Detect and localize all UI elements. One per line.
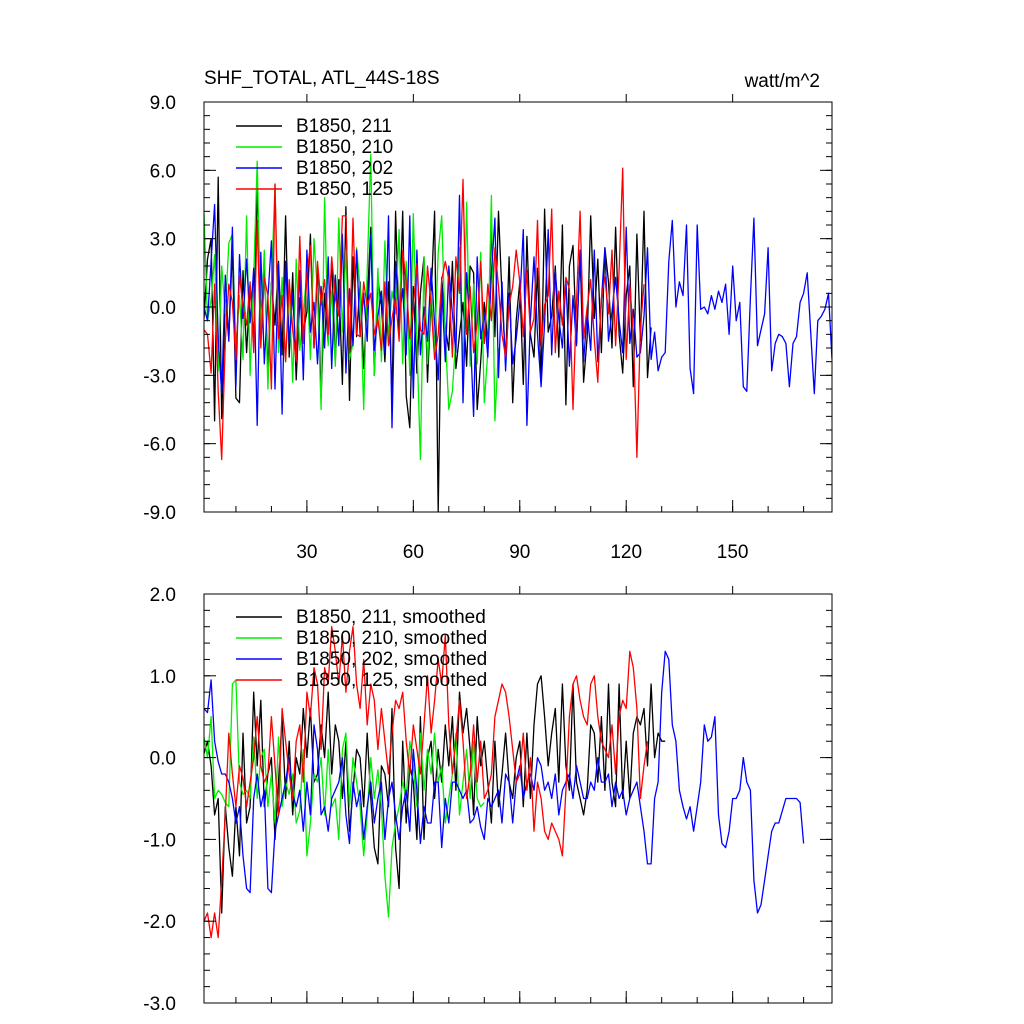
legend-label: B1850, 202 — [296, 158, 393, 179]
y-tick-label: -2.0 — [143, 912, 176, 933]
y-tick-label: 3.0 — [150, 230, 176, 251]
x-tick-label: 30 — [296, 542, 317, 563]
series-line-3 — [204, 650, 805, 914]
x-tick-label: 150 — [717, 542, 749, 563]
series-line-2 — [204, 153, 500, 461]
x-tick-label: 90 — [509, 542, 530, 563]
top-panel: -9.0 -6.0 -3.0 0.0 3.0 6.0 9.0 30 60 90 120 150 B185… — [143, 93, 833, 563]
x-tick-label: 60 — [403, 542, 424, 563]
y-tick-label: -1.0 — [143, 830, 176, 851]
legend-label: B1850, 202, smoothed — [296, 649, 487, 670]
bottom-panel: -3.0 -2.0 -1.0 0.0 1.0 2.0 B1850, 211, smoothe… — [143, 585, 833, 1015]
y-tick-label: -9.0 — [143, 503, 176, 524]
plot-frame — [203, 593, 833, 1004]
series-line-3 — [204, 194, 832, 429]
legend-label: B1850, 210, smoothed — [296, 628, 487, 649]
legend-label: B1850, 211 — [296, 116, 392, 137]
y-tick-label: -6.0 — [143, 435, 176, 456]
y-tick-label: 0.0 — [150, 298, 176, 319]
y-tick-label: 0.0 — [150, 749, 176, 770]
chart-title: SHF_TOTAL, ATL_44S-18S — [204, 68, 440, 89]
y-tick-label: -3.0 — [143, 994, 176, 1015]
y-tick-label: 2.0 — [150, 585, 176, 606]
legend-label: B1850, 125 — [296, 179, 393, 200]
y-tick-label: 1.0 — [150, 667, 176, 688]
series-line-2 — [204, 679, 485, 918]
y-tick-label: 9.0 — [150, 93, 176, 114]
y-tick-label: 6.0 — [150, 161, 176, 182]
series-line-4 — [204, 626, 649, 939]
units-label: watt/m^2 — [744, 71, 820, 92]
legend-label: B1850, 210 — [296, 137, 393, 158]
legend-label: B1850, 125, smoothed — [296, 670, 487, 691]
x-tick-label: 120 — [610, 542, 642, 563]
y-tick-label: -3.0 — [143, 366, 176, 387]
series-line-4 — [204, 167, 645, 461]
series-line-1 — [204, 176, 652, 512]
legend-label: B1850, 211, smoothed — [296, 607, 486, 628]
